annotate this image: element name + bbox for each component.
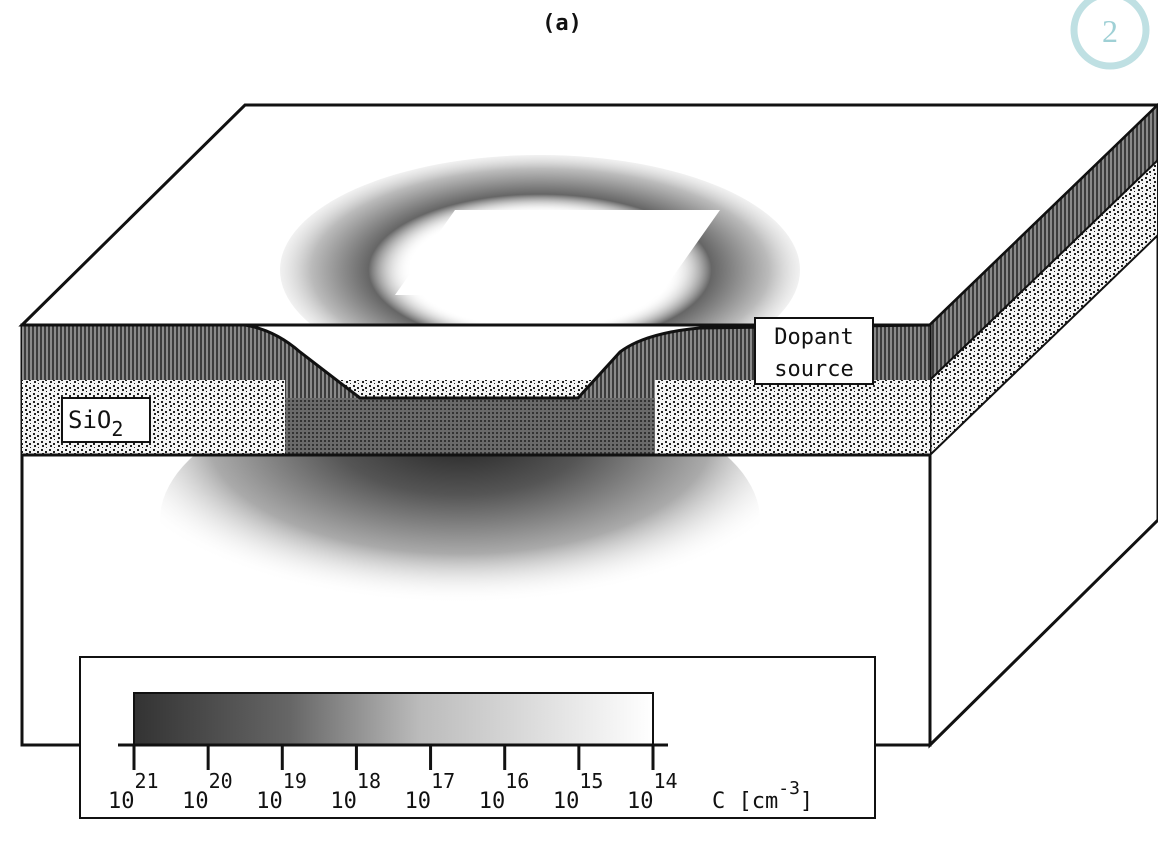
colorbar xyxy=(134,693,653,745)
oxide-text: SiO xyxy=(68,406,111,434)
unit-text: ] xyxy=(800,789,813,814)
tick-base: 10 xyxy=(108,789,135,814)
tick-base: 10 xyxy=(256,789,283,814)
tick-exponent: 17 xyxy=(431,769,455,793)
tick-exponent: 19 xyxy=(283,769,307,793)
tick-exponent: 21 xyxy=(135,769,159,793)
oxide-subscript: 2 xyxy=(111,417,123,441)
tick-base: 10 xyxy=(627,789,654,814)
dopant-label: source xyxy=(774,357,853,382)
tick-exponent: 18 xyxy=(357,769,381,793)
tick-exponent: 20 xyxy=(209,769,233,793)
trench-dopant xyxy=(285,398,655,455)
tick-exponent: 15 xyxy=(579,769,603,793)
unit-text: C [cm xyxy=(712,789,778,814)
tick-exponent: 16 xyxy=(505,769,529,793)
tick-base: 10 xyxy=(330,789,357,814)
tick-base: 10 xyxy=(182,789,209,814)
tick-base: 10 xyxy=(479,789,506,814)
tick-exponent: 14 xyxy=(654,769,678,793)
dopant-label: Dopant xyxy=(774,325,853,350)
figure: (a) 2 Dopant source SiO2 C [cm-3] 102110… xyxy=(0,0,1158,841)
unit-superscript: -3 xyxy=(778,778,800,799)
tick-base: 10 xyxy=(405,789,432,814)
tick-base: 10 xyxy=(553,789,580,814)
badge-number: 2 xyxy=(1102,13,1118,49)
figure-title: (a) xyxy=(542,11,582,36)
